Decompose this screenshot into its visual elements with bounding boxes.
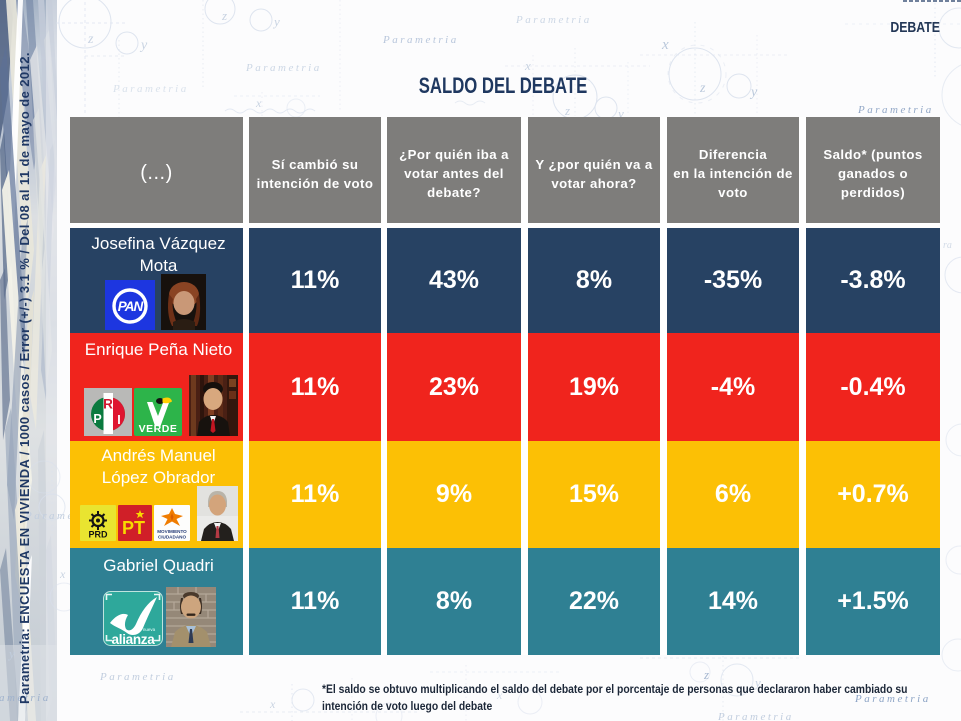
svg-text:Parametria: Parametria [99,671,176,683]
svg-text:y: y [616,106,624,121]
svg-text:MOVIMIENTO: MOVIMIENTO [157,529,187,534]
svg-text:Parametria: Parametria [515,14,592,26]
svg-text:Parametria: Parametria [112,83,189,95]
svg-text:Parametria: Parametria [857,104,934,116]
svg-text:VERDE: VERDE [139,423,178,435]
svg-text:R: R [103,397,113,412]
svg-text:P: P [93,412,101,426]
svg-text:x: x [269,697,276,711]
svg-text:x: x [661,37,669,53]
svg-text:y: y [753,675,761,690]
svg-text:z: z [564,103,570,118]
svg-text:z: z [87,32,94,47]
svg-text:x: x [524,58,531,73]
svg-text:z: z [221,8,227,23]
svg-text:x: x [496,688,503,702]
svg-text:x: x [59,567,66,581]
svg-text:PT: PT [122,518,145,538]
svg-text:y: y [749,85,758,100]
svg-text:y: y [139,38,148,53]
svg-text:PRD: PRD [88,530,108,540]
svg-text:alianza: alianza [112,632,156,647]
svg-text:I: I [117,413,120,427]
svg-text:nueva: nueva [143,627,156,632]
svg-text:Parametria: Parametria [245,62,322,74]
svg-text:ra: ra [943,240,952,251]
svg-text:y: y [7,646,15,661]
svg-text:Parametria: Parametria [382,34,459,46]
svg-text:z: z [703,667,709,682]
svg-text:z: z [699,81,706,96]
svg-text:Parametria: Parametria [717,711,794,721]
svg-text:x: x [255,96,262,110]
svg-text:PAN: PAN [118,299,144,314]
svg-text:CIUDADANO: CIUDADANO [158,535,186,540]
svg-text:y: y [272,14,280,29]
svg-text:Parametria: Parametria [0,692,51,704]
svg-text:Parametria: Parametria [854,693,931,705]
